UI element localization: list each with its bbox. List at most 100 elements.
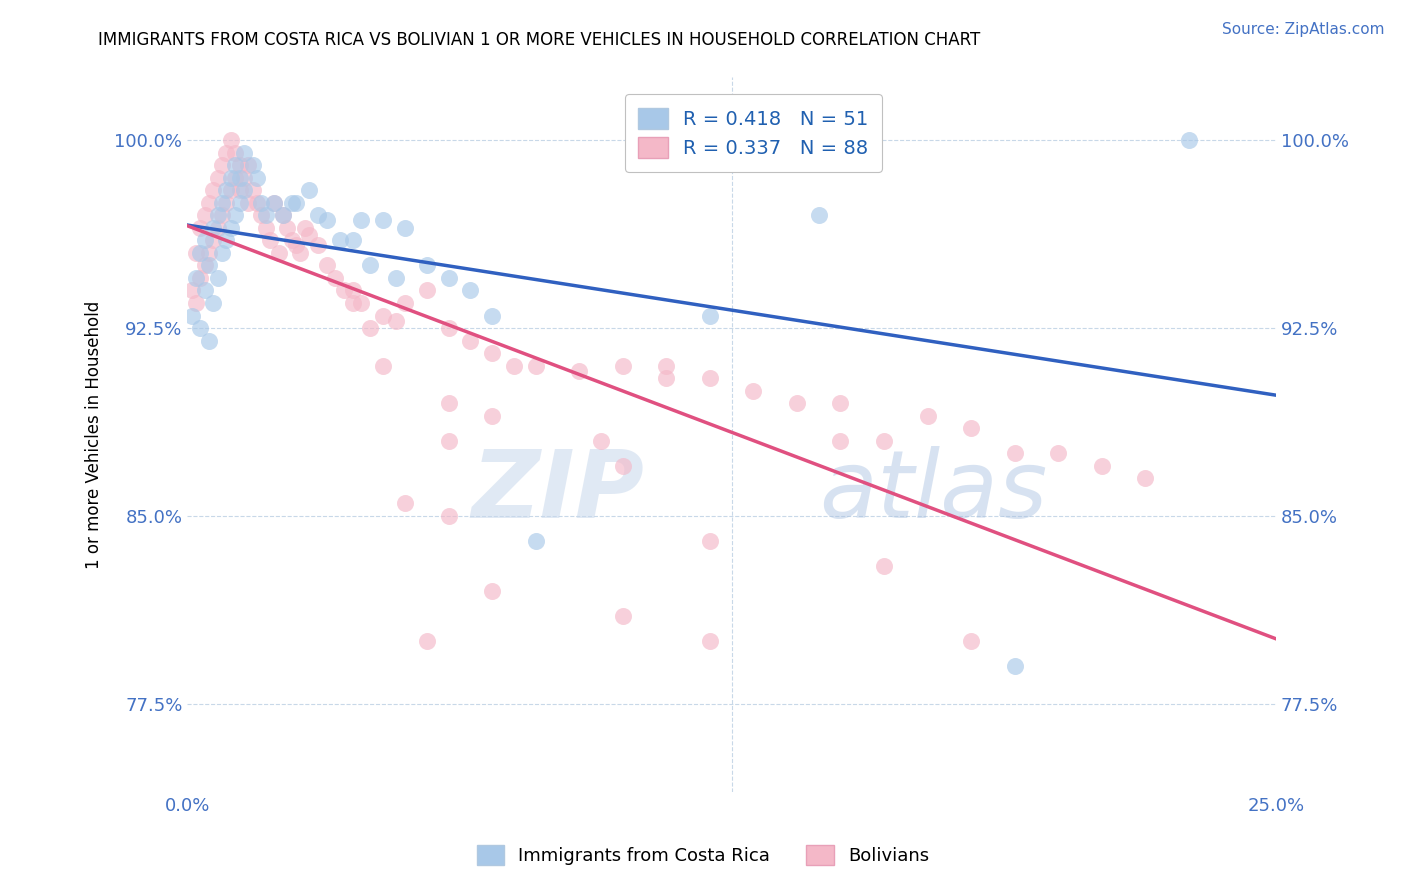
Point [655,359,678,373]
Point [184,271,207,285]
Point [184,245,207,260]
Point [211,158,233,172]
Point [228,195,250,210]
Point [207,220,229,235]
Point [188,271,211,285]
Point [232,170,254,185]
Point [437,396,460,410]
Point [246,195,269,210]
Point [437,321,460,335]
Point [830,434,852,448]
Point [215,233,238,247]
Point [224,170,246,185]
Point [298,183,321,197]
Point [211,245,233,260]
Text: IMMIGRANTS FROM COSTA RICA VS BOLIVIAN 1 OR MORE VEHICLES IN HOUSEHOLD CORRELATI: IMMIGRANTS FROM COSTA RICA VS BOLIVIAN 1… [98,31,980,49]
Point [242,183,264,197]
Point [394,296,416,310]
Point [271,208,294,222]
Point [1004,446,1026,460]
Point [180,309,202,323]
Point [807,208,830,222]
Point [219,133,242,147]
Point [180,284,202,298]
Point [1091,458,1114,473]
Point [202,183,225,197]
Point [350,213,373,227]
Point [437,434,460,448]
Point [276,220,298,235]
Point [194,259,217,273]
Point [437,508,460,523]
Point [315,213,337,227]
Point [1004,659,1026,673]
Point [481,409,503,423]
Point [211,195,233,210]
Point [219,170,242,185]
Point [198,334,221,348]
Point [254,208,277,222]
Point [254,220,277,235]
Text: atlas: atlas [818,446,1047,537]
Point [285,238,308,252]
Point [481,584,503,599]
Point [437,271,460,285]
Point [250,208,273,222]
Point [224,158,246,172]
Point [238,195,260,210]
Point [215,183,238,197]
Point [385,313,408,327]
Point [232,145,254,160]
Point [215,195,238,210]
Point [294,220,316,235]
Point [960,421,983,435]
Point [786,396,808,410]
Point [699,309,721,323]
Point [373,359,395,373]
Point [207,208,229,222]
Point [342,296,364,310]
Point [207,271,229,285]
Point [373,309,395,323]
Point [333,284,356,298]
Point [281,195,304,210]
Point [238,158,260,172]
Y-axis label: 1 or more Vehicles in Household: 1 or more Vehicles in Household [86,301,103,569]
Point [307,238,329,252]
Point [219,220,242,235]
Point [1047,446,1070,460]
Point [263,195,285,210]
Point [329,233,352,247]
Point [188,245,211,260]
Point [194,233,217,247]
Point [460,334,482,348]
Point [219,183,242,197]
Point [198,195,221,210]
Point [263,195,285,210]
Point [612,609,634,624]
Point [385,271,408,285]
Point [960,634,983,648]
Point [612,359,634,373]
Point [211,208,233,222]
Point [655,371,678,385]
Point [224,145,246,160]
Point [285,195,308,210]
Point [568,364,591,378]
Point [228,183,250,197]
Point [198,259,221,273]
Point [259,233,281,247]
Point [281,233,304,247]
Point [307,208,329,222]
Point [742,384,765,398]
Point [246,170,269,185]
Point [325,271,347,285]
Point [228,158,250,172]
Point [298,228,321,243]
Point [202,220,225,235]
Point [416,284,439,298]
Point [830,396,852,410]
Point [202,233,225,247]
Point [699,634,721,648]
Point [224,208,246,222]
